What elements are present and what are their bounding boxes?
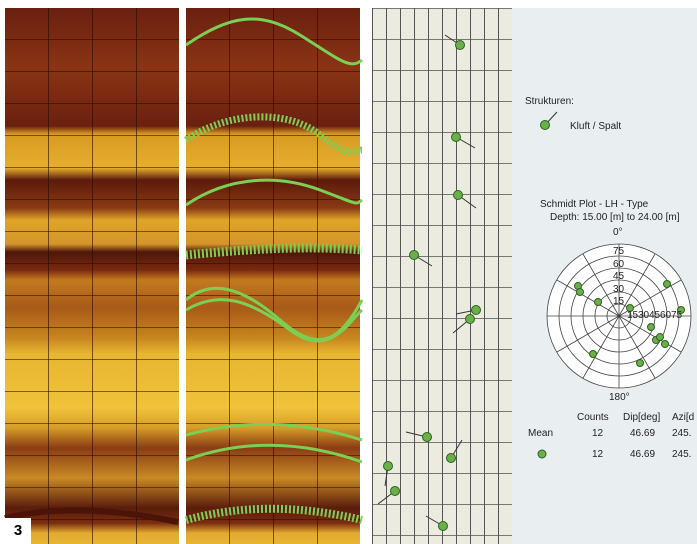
south-label: 180° <box>609 392 630 403</box>
header: Dip[deg] <box>623 412 660 423</box>
stats-table: Counts Dip[deg] Azi[d Mean 12 46.69 245.… <box>520 412 697 468</box>
cell: Mean <box>528 428 553 439</box>
legend-symbol <box>541 112 558 130</box>
cell: 12 <box>592 428 603 439</box>
cell: 46.69 <box>630 428 655 439</box>
legend-item: Kluft / Spalt <box>570 121 621 132</box>
figure-label: 3 <box>5 518 31 544</box>
cell: 12 <box>592 449 603 460</box>
header: Azi[d <box>672 412 694 423</box>
cell: 46.69 <box>630 449 655 460</box>
header: Counts <box>577 412 609 423</box>
radial-tick-label: 45 <box>613 271 624 282</box>
radial-tick-label: 75 <box>613 246 624 257</box>
sinusoids <box>5 19 362 522</box>
horizontal-tick-label: 15 <box>627 310 638 321</box>
title: Schmidt Plot - LH - Type <box>540 199 648 210</box>
radial-tick-label: 15 <box>613 296 624 307</box>
stereonet-subtitle: Depth: 15.00 [m] to 24.00 [m] <box>550 212 680 223</box>
page: 3 Strukturen: Kluft / Spalt Schmidt Plot… <box>0 0 697 544</box>
tadpoles <box>378 35 481 531</box>
horizontal-tick-label: 45 <box>649 310 660 321</box>
legend-title: Strukturen: <box>525 96 574 107</box>
cell: 245. <box>672 449 691 460</box>
stereonet-title: Schmidt Plot - LH - Type <box>0 199 697 210</box>
cell: 245. <box>672 428 691 439</box>
horizontal-tick-label: 75 <box>671 310 682 321</box>
north-label: 0° <box>613 227 623 238</box>
horizontal-tick-label: 60 <box>660 310 671 321</box>
horizontal-tick-label: 30 <box>638 310 649 321</box>
radial-tick-label: 30 <box>613 284 624 295</box>
radial-tick-label: 60 <box>613 259 624 270</box>
